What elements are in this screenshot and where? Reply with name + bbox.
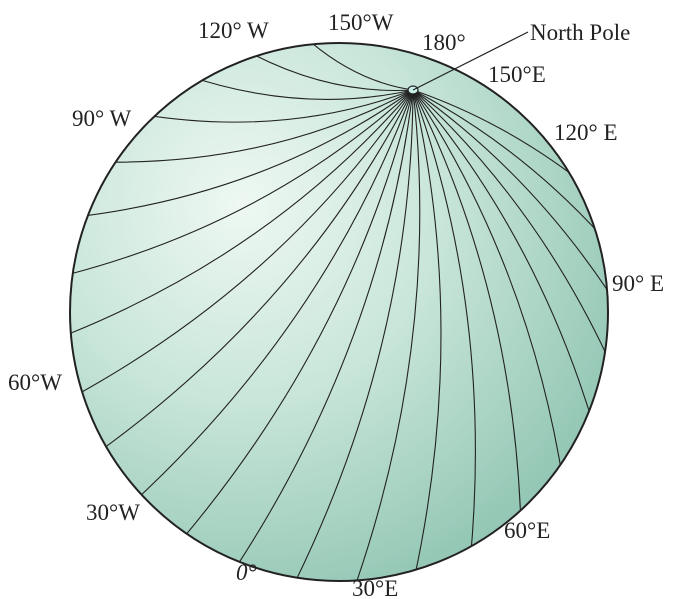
meridian [72, 89, 414, 218]
meridians [70, 43, 608, 581]
meridian [231, 89, 414, 574]
meridian [299, 43, 414, 91]
meridian [412, 89, 596, 432]
meridian [239, 46, 414, 92]
label: 150°W [328, 10, 394, 35]
label: 120° W [198, 18, 269, 43]
label: 180° [422, 30, 466, 55]
label: 120° E [554, 120, 618, 145]
meridian [412, 89, 522, 528]
meridian [412, 89, 442, 581]
meridian [70, 89, 414, 278]
label: 60°E [504, 518, 550, 543]
globe [69, 42, 609, 582]
label: 90° W [72, 106, 132, 131]
meridian [70, 89, 414, 399]
meridian [185, 74, 414, 100]
meridian [137, 89, 414, 123]
pole-pointer [412, 31, 529, 91]
meridian [351, 89, 421, 581]
meridian [412, 89, 608, 313]
meridian [99, 89, 414, 163]
label: 0° [236, 560, 257, 585]
label: 150°E [488, 62, 546, 87]
meridian [131, 89, 414, 505]
meridian [412, 89, 476, 563]
label: 60°W [8, 370, 62, 395]
meridian [177, 89, 414, 545]
meridian [412, 89, 608, 252]
meridian [290, 89, 414, 581]
label: 30°E [352, 576, 398, 599]
label: 30°W [86, 500, 140, 525]
label: North Pole [530, 20, 630, 45]
label: 90° E [612, 271, 664, 296]
meridian [94, 89, 414, 455]
meridian [70, 89, 414, 339]
meridian [412, 89, 608, 374]
meridian [412, 89, 564, 484]
